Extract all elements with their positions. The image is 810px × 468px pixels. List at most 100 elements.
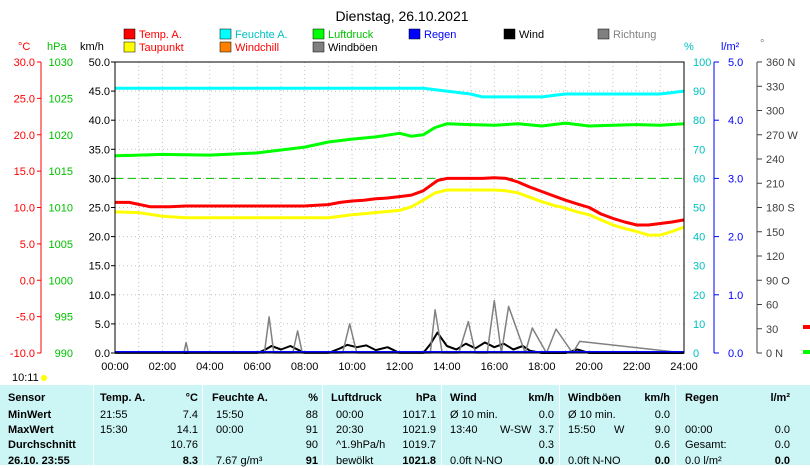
legend-swatch <box>123 28 136 40</box>
direction-tick-label: 0 N <box>766 348 783 360</box>
wind-axis-unit: km/h <box>80 41 104 53</box>
temp-time: 15:30 <box>100 424 128 436</box>
chart-title: Dienstag, 26.10.2021 <box>335 8 468 24</box>
wind-tick-label: 50.0 <box>89 57 110 69</box>
pressure-time: ^1.9hPa/h <box>336 439 386 451</box>
temp-tick-label: 0.0 <box>20 275 35 287</box>
pressure-value: 1019.7 <box>402 439 436 451</box>
time-tick-label: 12:00 <box>386 361 414 373</box>
header-humidity: Feuchte A. <box>212 392 268 404</box>
direction-tick-label: 180 S <box>766 203 795 215</box>
rain-tick-label: 2.0 <box>728 232 743 244</box>
direction-axis-unit: ° <box>760 38 764 50</box>
legend-swatch <box>597 28 610 40</box>
legend-label: Temp. A. <box>139 29 182 41</box>
wind-tick-label: 40.0 <box>89 115 110 127</box>
table-column-separator <box>559 385 560 465</box>
direction-tick-label: 300 <box>766 106 784 118</box>
temp-value: 8.3 <box>182 455 198 467</box>
humidity-tick-label: 10 <box>693 319 705 331</box>
gust-value: 0.6 <box>654 439 670 451</box>
temp-tick-label: 15.0 <box>14 166 35 178</box>
plot-frame <box>114 61 685 354</box>
chart-axes: 30.025.020.015.010.05.00.0-5.0-10.010301… <box>10 38 798 373</box>
wind-direction: W-SW <box>500 424 532 436</box>
gust-direction: W <box>614 424 625 436</box>
gust-value: 0.0 <box>654 409 670 421</box>
humidity-tick-label: 90 <box>693 86 705 98</box>
gust-value: 0.0 <box>654 455 670 467</box>
gust-value: 9.0 <box>654 424 670 436</box>
header-gust-unit: km/h <box>644 392 670 404</box>
humidity-tick-label: 0 <box>693 348 699 360</box>
row-label: Durchschnitt <box>8 439 76 451</box>
direction-tick-label: 240 <box>766 154 784 166</box>
row-label: MinWert <box>8 409 52 421</box>
table-column-separator <box>322 385 323 465</box>
chart-series <box>114 86 810 354</box>
humidity-value: 91 <box>305 424 318 436</box>
humidity-tick-label: 80 <box>693 115 705 127</box>
rain-time: 0.0 l/m² <box>685 455 722 467</box>
header-pressure: Luftdruck <box>331 392 382 404</box>
direction-tick-label: 120 <box>766 251 784 263</box>
rain-axis-unit: l/m² <box>721 41 740 53</box>
header-wind: Wind <box>450 392 477 404</box>
temp-tick-label: -5.0 <box>16 312 35 324</box>
row-label: MaxWert <box>8 424 54 436</box>
humidity-axis-unit: % <box>684 41 694 53</box>
row-label: 26.10. 23:55 <box>8 455 70 467</box>
rain-time: Gesamt: <box>685 439 727 451</box>
series-line-taupunkt <box>114 188 685 237</box>
wind-tick-label: 10.0 <box>89 290 110 302</box>
time-tick-label: 18:00 <box>528 361 556 373</box>
time-tick-label: 00:00 <box>101 361 129 373</box>
wind-tick-label: 45.0 <box>89 86 110 98</box>
rain-tick-label: 5.0 <box>728 57 743 69</box>
rain-tick-label: 1.0 <box>728 290 743 302</box>
time-tick-label: 20:00 <box>575 361 603 373</box>
wind-value: 0.0 <box>538 409 554 421</box>
time-marker-dot <box>41 375 47 381</box>
time-tick-label: 02:00 <box>149 361 177 373</box>
legend-label: Richtung <box>613 29 656 41</box>
time-tick-label: 22:00 <box>623 361 651 373</box>
humidity-time: 7.67 g/m³ <box>216 455 263 467</box>
pressure-tick-label: 1030 <box>49 57 73 69</box>
temp-time: 21:55 <box>100 409 128 421</box>
table-column-separator <box>675 385 676 465</box>
gust-time: 0.0ft N-NO <box>568 455 621 467</box>
humidity-time: 00:00 <box>216 424 244 436</box>
pressure-tick-label: 1000 <box>49 275 73 287</box>
time-tick-label: 08:00 <box>291 361 319 373</box>
header-rain-unit: l/m² <box>770 392 790 404</box>
pressure-value: 1017.1 <box>402 409 436 421</box>
wind-time: 0.0ft N-NO <box>450 455 503 467</box>
wind-value: 0.0 <box>538 455 554 467</box>
wind-tick-label: 20.0 <box>89 232 110 244</box>
humidity-tick-label: 20 <box>693 290 705 302</box>
legend-label: Wind <box>519 29 544 41</box>
direction-tick-label: 30 <box>766 324 778 336</box>
pressure-time: 00:00 <box>336 409 364 421</box>
table-column-separator <box>441 385 442 465</box>
gust-time: 15:50 <box>568 424 596 436</box>
chart-grid <box>115 62 684 353</box>
header-gust: Windböen <box>568 392 622 404</box>
legend-swatch <box>503 28 516 40</box>
legend-swatch <box>123 41 136 53</box>
header-sensor: Sensor <box>8 392 46 404</box>
temp-value: 7.4 <box>182 409 198 421</box>
rain-value: 0.0 <box>774 439 790 451</box>
humidity-tick-label: 50 <box>693 203 705 215</box>
legend-swatch <box>219 28 232 40</box>
humidity-tick-label: 60 <box>693 173 705 185</box>
weather-chart: Dienstag, 26.10.2021 Temp. A. Feuchte A. L… <box>10 8 810 384</box>
time-tick-label: 04:00 <box>196 361 224 373</box>
direction-tick-label: 330 <box>766 81 784 93</box>
series-line-luftdruck <box>114 121 685 158</box>
time-tick-label: 14:00 <box>433 361 461 373</box>
legend-label: Taupunkt <box>139 42 184 54</box>
legend-swatch <box>312 41 325 53</box>
pressure-value: 1021.8 <box>402 455 436 467</box>
